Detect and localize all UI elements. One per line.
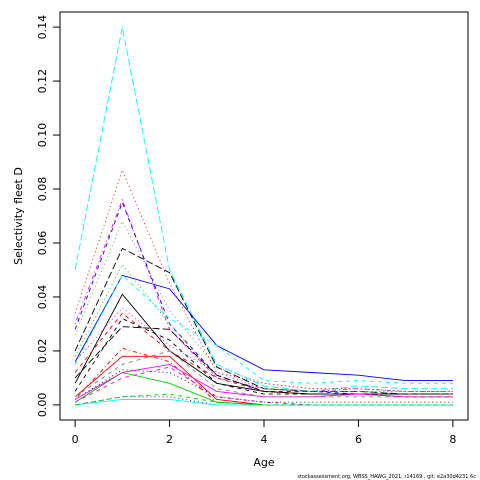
footnote: stockassessment.org, WBSS_HAWG_2021, r14… bbox=[297, 474, 476, 480]
series-line-12 bbox=[74, 312, 453, 395]
y-tick-label: 0.10 bbox=[36, 123, 49, 148]
y-tick-label: 0.02 bbox=[36, 339, 49, 364]
series-line-4 bbox=[74, 201, 453, 395]
series-line-2 bbox=[74, 168, 453, 392]
series-line-23 bbox=[74, 363, 453, 400]
y-axis: 0.00 0.02 0.04 0.06 0.08 0.10 0.12 0.14 bbox=[36, 15, 60, 417]
x-axis-title: Age bbox=[253, 456, 275, 469]
series-line-1 bbox=[74, 27, 453, 392]
series-line-24 bbox=[74, 350, 453, 398]
y-tick-label: 0.08 bbox=[36, 177, 49, 202]
y-tick-label: 0.00 bbox=[36, 393, 49, 418]
plot-frame bbox=[59, 11, 469, 421]
x-tick-label: 6 bbox=[355, 433, 362, 446]
x-tick-label: 0 bbox=[72, 433, 79, 446]
series-line-14 bbox=[74, 326, 453, 395]
y-tick-label: 0.04 bbox=[36, 285, 49, 310]
series-layer bbox=[74, 27, 453, 406]
x-tick-label: 8 bbox=[449, 433, 456, 446]
series-line-11 bbox=[74, 307, 453, 392]
series-line-5 bbox=[74, 220, 453, 392]
series-line-3 bbox=[74, 198, 453, 392]
x-tick-label: 2 bbox=[166, 433, 173, 446]
series-line-20 bbox=[75, 396, 453, 406]
y-tick-label: 0.12 bbox=[36, 69, 49, 94]
y-axis-title: Selectivity fleet D bbox=[12, 167, 25, 265]
series-line-15 bbox=[74, 355, 453, 406]
x-tick-label: 4 bbox=[261, 433, 268, 446]
y-tick-label: 0.14 bbox=[36, 15, 49, 40]
x-axis: 0 2 4 6 8 bbox=[72, 420, 456, 446]
series-line-8 bbox=[74, 274, 453, 382]
series-line-13 bbox=[74, 317, 453, 398]
series-line-9 bbox=[74, 274, 453, 384]
y-tick-label: 0.06 bbox=[36, 231, 49, 256]
series-line-21 bbox=[75, 399, 453, 406]
series-line-7 bbox=[74, 263, 453, 395]
